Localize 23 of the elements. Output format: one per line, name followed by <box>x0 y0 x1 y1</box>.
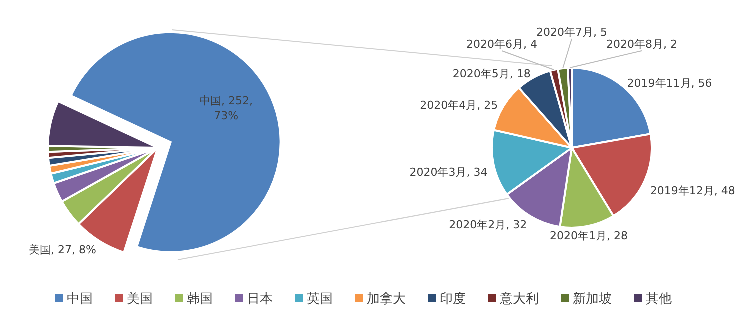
slice-label: 2020年8月, 2 <box>606 38 678 51</box>
legend-label: 其他 <box>646 292 672 307</box>
category-label: 美国, 27, 8% <box>29 243 96 256</box>
legend-label: 日本 <box>247 292 273 307</box>
legend-label: 意大利 <box>499 292 539 307</box>
slice-label: 2020年2月, 32 <box>449 218 528 232</box>
slice-label: 2020年1月, 28 <box>550 229 628 242</box>
slice-label: 2020年7月, 5 <box>536 26 608 39</box>
slice-label: 2020年3月, 34 <box>410 166 488 180</box>
category-label: 中国, 252, <box>200 94 254 108</box>
legend-label: 英国 <box>307 292 333 307</box>
slice-label: 2020年5月, 18 <box>452 67 531 80</box>
slice-label: 2019年11月, 56 <box>627 77 712 90</box>
legend-label: 中国 <box>67 292 93 307</box>
slice-label: 2019年12月, 48 <box>650 184 736 198</box>
slice-label: 2020年4月, 25 <box>420 99 498 112</box>
legend-label: 新加坡 <box>573 292 612 307</box>
slice-label: 2020年6月, 4 <box>466 38 538 51</box>
legend-label: 印度 <box>440 291 466 307</box>
legend-label: 美国 <box>127 291 153 307</box>
legend-label: 韩国 <box>187 292 213 307</box>
text: 73% <box>214 109 239 122</box>
legend-label: 加拿大 <box>367 292 406 307</box>
